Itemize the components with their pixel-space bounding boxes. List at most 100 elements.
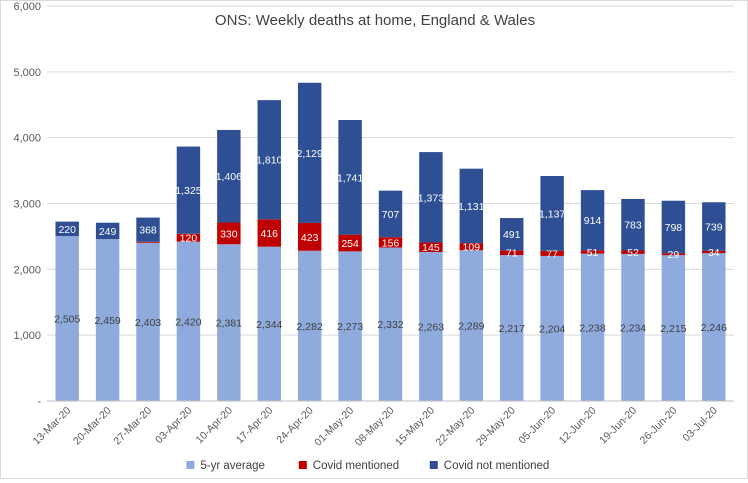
bar-segment — [176, 233, 201, 242]
y-tick-label: 3,000 — [13, 199, 41, 211]
bar-segment — [661, 255, 686, 401]
data-label: 2,332 — [377, 319, 403, 331]
data-label: 1,810 — [256, 155, 282, 167]
x-tick-label: 03-Apr-20 — [153, 405, 195, 447]
data-label: 71 — [506, 248, 518, 260]
data-label: 2,238 — [579, 322, 605, 334]
y-tick-label: 4,000 — [13, 133, 41, 145]
bar-segment — [95, 239, 120, 401]
data-label: 783 — [624, 220, 642, 232]
bar-segment — [338, 234, 362, 252]
bar-segment — [580, 253, 605, 401]
data-label: 2,217 — [499, 323, 525, 335]
x-tick-label: 19-Jun-20 — [597, 405, 639, 447]
chart-title: ONS: Weekly deaths at home, England & Wa… — [215, 12, 535, 29]
y-tick-label: 2,000 — [13, 264, 41, 276]
bar-segment — [297, 222, 322, 251]
data-label: 109 — [463, 242, 481, 254]
bar-segment — [419, 252, 443, 401]
bar-segment — [217, 222, 241, 245]
data-label: 156 — [382, 237, 400, 249]
x-tick-label: 13-Mar-20 — [31, 405, 74, 448]
y-tick-label: 5,000 — [13, 67, 41, 79]
legend-label: Covid not mentioned — [444, 460, 549, 472]
bar-segment — [136, 242, 160, 401]
bar-segment — [419, 242, 443, 253]
legend: 5-yr average Covid mentioned Covid not men… — [186, 460, 549, 472]
data-label: 2,263 — [418, 322, 444, 334]
data-label: 416 — [260, 228, 278, 240]
data-label: 34 — [708, 247, 720, 259]
data-label: 77 — [546, 248, 558, 260]
data-label: 1,741 — [337, 172, 363, 184]
data-label: 423 — [301, 232, 319, 244]
bar-segment — [702, 253, 726, 401]
data-label: 491 — [503, 229, 521, 241]
data-label: 51 — [587, 247, 599, 259]
data-label: 2,505 — [54, 314, 80, 326]
bar-segment — [459, 250, 484, 401]
bar-segment — [297, 82, 322, 223]
bar-segment — [540, 255, 564, 401]
x-tick-label: 10-Apr-20 — [193, 405, 235, 447]
data-label: 220 — [58, 224, 76, 236]
data-label: 2,246 — [701, 322, 727, 334]
bar-segment — [257, 246, 281, 401]
bar-segment — [621, 253, 645, 401]
x-tick-label: 08-May-20 — [353, 405, 397, 449]
data-label: 145 — [422, 242, 440, 254]
data-label: 29 — [668, 249, 680, 261]
data-label: 330 — [220, 228, 238, 240]
bar-labels: 2,505 220 2,459 249 2,403 368 2,420 120 1,325 2,3… — [54, 148, 727, 336]
bar-segment — [580, 250, 605, 254]
data-label: 2,403 — [135, 317, 161, 329]
bar-segment — [55, 221, 79, 237]
bar-segment — [459, 243, 484, 251]
data-label: 254 — [341, 238, 359, 250]
x-tick-label: 17-Apr-20 — [234, 405, 276, 447]
bar-segment — [500, 250, 524, 256]
x-tick-label: 01-May-20 — [312, 405, 356, 449]
bar-segment — [176, 241, 201, 401]
data-label: 798 — [665, 222, 683, 234]
data-label: 249 — [99, 226, 117, 238]
x-tick-label: 15-May-20 — [393, 405, 437, 449]
x-tick-label: 27-Mar-20 — [111, 405, 154, 448]
legend-swatch — [298, 461, 307, 469]
x-tick-label: 29-May-20 — [474, 405, 518, 449]
bar-segment — [55, 236, 79, 401]
data-label: 2,459 — [94, 315, 120, 327]
data-label: 2,129 — [297, 148, 323, 160]
y-tick-label: 6,000 — [13, 1, 41, 13]
bar-segment — [621, 250, 645, 254]
bar-segment — [540, 250, 564, 256]
x-tick-label: 05-Jun-20 — [516, 405, 558, 447]
data-label: 707 — [382, 209, 400, 221]
bar-segment — [419, 152, 443, 243]
bar-segment — [500, 218, 524, 251]
legend-swatch — [186, 461, 195, 469]
bar-segment — [257, 100, 281, 220]
bar-segment — [176, 146, 201, 234]
data-label: 2,273 — [337, 321, 363, 333]
data-label: 2,381 — [216, 318, 242, 330]
y-axis: - 1,000 2,000 3,000 4,000 5,000 6,000 — [13, 1, 41, 408]
data-label: 2,204 — [539, 323, 565, 335]
legend-label: Covid mentioned — [313, 460, 399, 472]
data-label: 739 — [705, 222, 723, 234]
bar-segment — [459, 168, 484, 244]
bar-segment — [217, 244, 241, 401]
bar-segment — [338, 251, 362, 401]
bar-segment — [661, 253, 686, 256]
data-label: 1,325 — [175, 185, 201, 197]
bar-segment — [580, 190, 605, 251]
x-tick-label: 24-Apr-20 — [274, 405, 316, 447]
data-label: 2,282 — [297, 321, 323, 333]
legend-label: 5-yr average — [200, 460, 265, 472]
x-tick-label: 12-Jun-20 — [557, 405, 599, 447]
bar-segment — [257, 219, 281, 247]
data-label: 120 — [180, 233, 198, 245]
bar-segment — [621, 198, 645, 251]
data-label: 1,406 — [216, 171, 242, 183]
